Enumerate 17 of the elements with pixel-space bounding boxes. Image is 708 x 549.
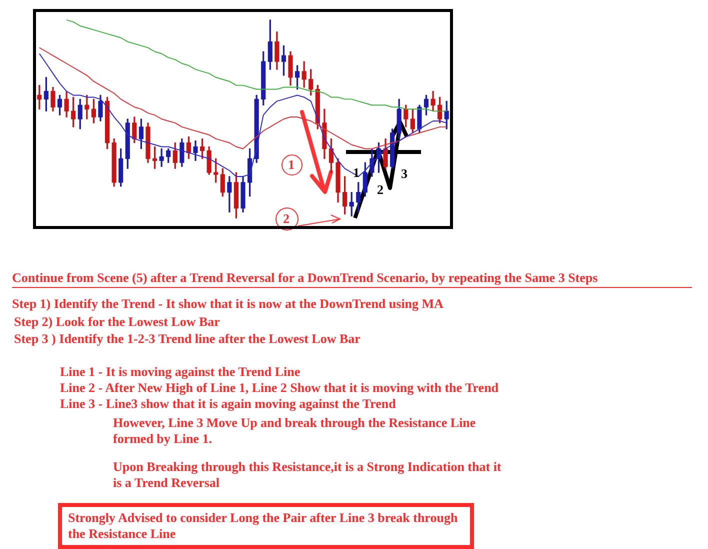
text: Step 3 ) Identify the 1-2-3 Trend line after the Lowest Low Bar: [14, 331, 360, 347]
text: Continue from Scene (5) after a Trend Reversal for a DownTrend Scenario, by repeating the Same 3 Steps: [12, 270, 692, 288]
text: is a Trend Reversal: [113, 475, 220, 491]
text: Line 1 - It is moving against the Trend Line: [60, 364, 300, 380]
text: Line 3 - Line3 show that it is again moving against the Trend: [60, 396, 396, 412]
text: Step 1) Identify the Trend - It show that it is now at the DownTrend using MA: [12, 296, 444, 312]
annotation: 2: [377, 182, 384, 198]
text: Line 2 - After New High of Line 1, Line 2 Show that it is moving with the Trend: [60, 380, 499, 396]
candlestick: [159, 148, 164, 167]
annotation: 2: [283, 211, 290, 227]
text: However, Line 3 Move Up and break through the Resistance Line: [113, 415, 476, 431]
text: Strongly Advised to consider Long the Pair after Line 3 break through the Resistance Line: [68, 510, 459, 542]
annotation: 1: [288, 157, 294, 173]
annotation: 3: [401, 166, 408, 182]
text: formed by Line 1.: [113, 431, 212, 447]
text: Upon Breaking through this Resistance,it is a Strong Indication that it: [113, 459, 502, 475]
text: Step 2) Look for the Lowest Low Bar: [14, 314, 220, 330]
